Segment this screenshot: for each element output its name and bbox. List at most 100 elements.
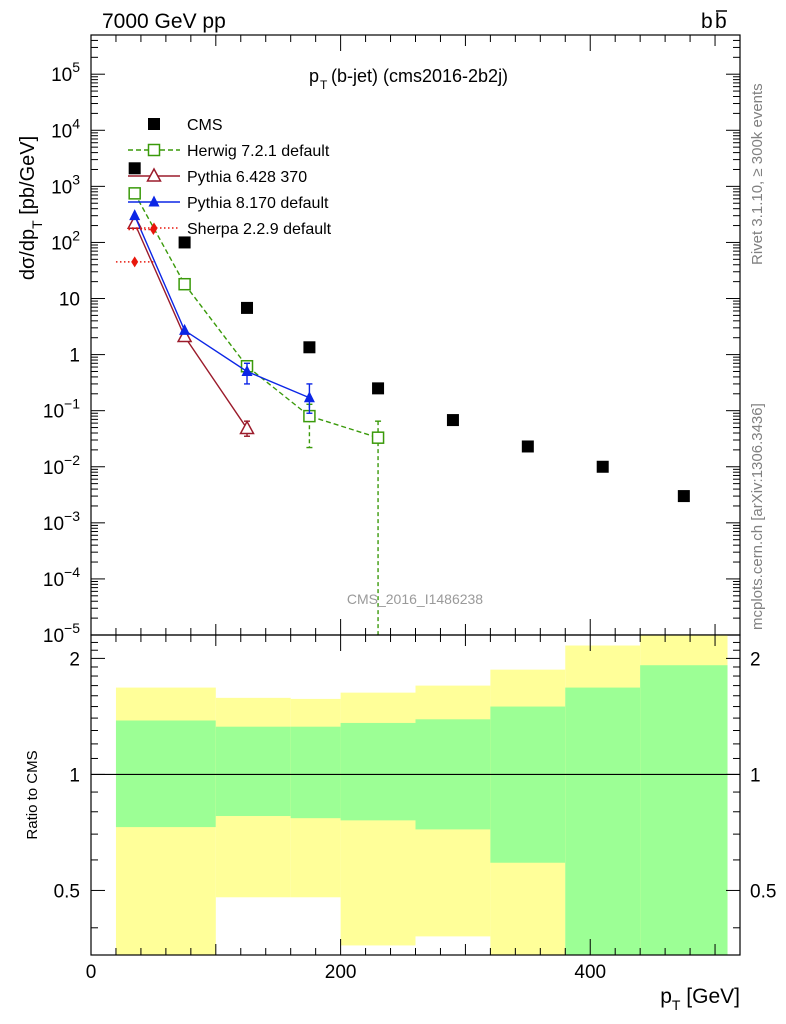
x-axis-label-b: [GeV] — [680, 985, 740, 1008]
y-tick-exponent: −1 — [64, 396, 80, 412]
y-tick-label: 10−2 — [43, 452, 80, 479]
y-tick-base: 10 — [59, 290, 80, 311]
header-process-b: b — [701, 10, 713, 33]
legend-item-herwig — [128, 143, 180, 157]
ratio-band-green — [215, 726, 291, 817]
data-point-herwig — [371, 431, 385, 444]
data-point-cms — [677, 490, 690, 503]
data-point-cms — [241, 301, 254, 314]
data-point-pythia6 — [176, 327, 193, 343]
y-tick-base: 10 — [51, 177, 72, 198]
data-point-pythia8 — [303, 391, 315, 403]
legend-marker-sherpa — [150, 222, 158, 234]
series-herwig — [128, 187, 385, 635]
ratio-y-tick-label-right: 0.5 — [750, 881, 776, 902]
chart-title-rest: (b-jet) (cms2016-2b2j) — [331, 66, 508, 86]
ratio-band-green — [340, 722, 416, 821]
x-axis-label-sub: T — [672, 997, 681, 1013]
y-tick-exponent: −4 — [64, 564, 80, 580]
y-tick-label: 105 — [51, 59, 80, 86]
ratio-x-ticks — [90, 635, 741, 955]
analysis-watermark: CMS_2016_I1486238 — [347, 591, 483, 607]
y-tick-base: 10 — [51, 121, 72, 142]
series-pythia8 — [129, 209, 315, 414]
x-tick-label: 0 — [86, 962, 97, 983]
data-point-pythia6 — [239, 419, 255, 435]
legend-marker-pythia8 — [148, 195, 160, 207]
data-point-cms — [303, 341, 316, 354]
legend-label: Herwig 7.2.1 default — [187, 143, 330, 160]
data-point-sherpa — [131, 256, 139, 268]
y-tick-label: 10−3 — [43, 508, 80, 535]
y-tick-label: 10−1 — [43, 396, 80, 423]
legend-item-sherpa — [128, 222, 180, 234]
ratio-y-ticks: 0.5 0.5 1 1 2 2 — [54, 641, 776, 929]
y-tick-exponent: 4 — [72, 115, 80, 131]
ratio-band-green — [490, 706, 566, 863]
ratio-band-green — [115, 720, 216, 828]
y-tick-label: 104 — [51, 115, 80, 142]
chart-title-sub: T — [320, 78, 328, 92]
y-tick-label: 10−5 — [43, 620, 80, 647]
x-axis-label-a: p — [660, 985, 672, 1008]
ratio-plot-panel: 0.5 0.5 1 1 2 2 — [54, 634, 776, 956]
ratio-band-green — [640, 665, 728, 955]
y-tick-exponent: −5 — [64, 620, 80, 636]
legend-label: Sherpa 2.2.9 default — [187, 221, 332, 238]
ratio-bands — [115, 635, 728, 955]
data-point-pythia8 — [129, 209, 141, 221]
y-tick-label: 10−4 — [43, 564, 80, 591]
main-x-ticks — [90, 35, 741, 635]
legend-label: Pythia 6.428 370 — [187, 169, 307, 186]
data-point-herwig — [128, 187, 141, 200]
data-point-cms — [372, 382, 385, 395]
legend-label: Pythia 8.170 default — [187, 195, 329, 212]
y-tick-base: 10 — [43, 458, 64, 479]
x-tick-label: 200 — [325, 962, 357, 983]
legend-item-cms — [148, 118, 160, 130]
y-tick-label: 10 — [59, 290, 80, 311]
legend-marker-pythia6 — [146, 167, 162, 182]
ratio-y-tick-label-right: 2 — [750, 649, 761, 670]
ratio-band-green — [290, 726, 341, 819]
svg-text:dσ/dpT [pb/GeV]: dσ/dpT [pb/GeV] — [17, 136, 45, 280]
side-label-mcplots: mcplots.cern.ch [arXiv:1306.3436] — [749, 403, 766, 630]
y-tick-base: 10 — [43, 402, 64, 423]
ratio-y-axis-label: Ratio to CMS — [24, 750, 41, 839]
y-tick-base: 10 — [51, 233, 72, 254]
chart-title-p: p — [309, 66, 319, 86]
y-tick-exponent: 5 — [72, 59, 80, 75]
y-tick-base: 10 — [43, 514, 64, 535]
data-point-cms — [446, 414, 459, 427]
legend-label: CMS — [187, 117, 223, 134]
legend-marker-herwig — [147, 143, 161, 157]
ratio-y-tick-label-left: 1 — [69, 765, 80, 786]
y-tick-exponent: −2 — [64, 452, 80, 468]
series-pythia6 — [126, 214, 255, 437]
header-process-label: b b — [701, 10, 727, 33]
y-axis-label-b: [pb/GeV] — [17, 136, 39, 221]
x-tick-label: 400 — [574, 962, 606, 983]
x-axis-label: pT [GeV] — [660, 985, 740, 1013]
header-collision-label: 7000 GeV pp — [102, 10, 226, 33]
data-point-pythia8 — [241, 364, 253, 376]
side-label-rivet: Rivet 3.1.10, ≥ 300k events — [749, 83, 766, 265]
y-tick-label: 102 — [51, 227, 80, 254]
y-tick-exponent: −3 — [64, 508, 80, 524]
ratio-y-tick-label-left: 0.5 — [54, 881, 80, 902]
y-tick-base: 10 — [51, 65, 72, 86]
y-axis-label: dσ/dpT [pb/GeV] — [17, 136, 45, 280]
ratio-band-green — [565, 687, 641, 955]
legend-item-pythia6 — [128, 167, 180, 182]
y-tick-exponent: 2 — [72, 227, 80, 243]
ratio-y-tick-label-right: 1 — [750, 765, 761, 786]
series-cms — [128, 162, 690, 503]
main-data-layer — [115, 162, 690, 635]
legend-marker-cms — [148, 118, 160, 130]
header-process-bbar: b — [715, 10, 727, 33]
y-tick-base: 10 — [43, 570, 64, 591]
svg-text:pT [GeV]: pT [GeV] — [660, 985, 740, 1013]
y-tick-label: 103 — [51, 171, 80, 198]
data-point-pythia8 — [179, 323, 191, 335]
